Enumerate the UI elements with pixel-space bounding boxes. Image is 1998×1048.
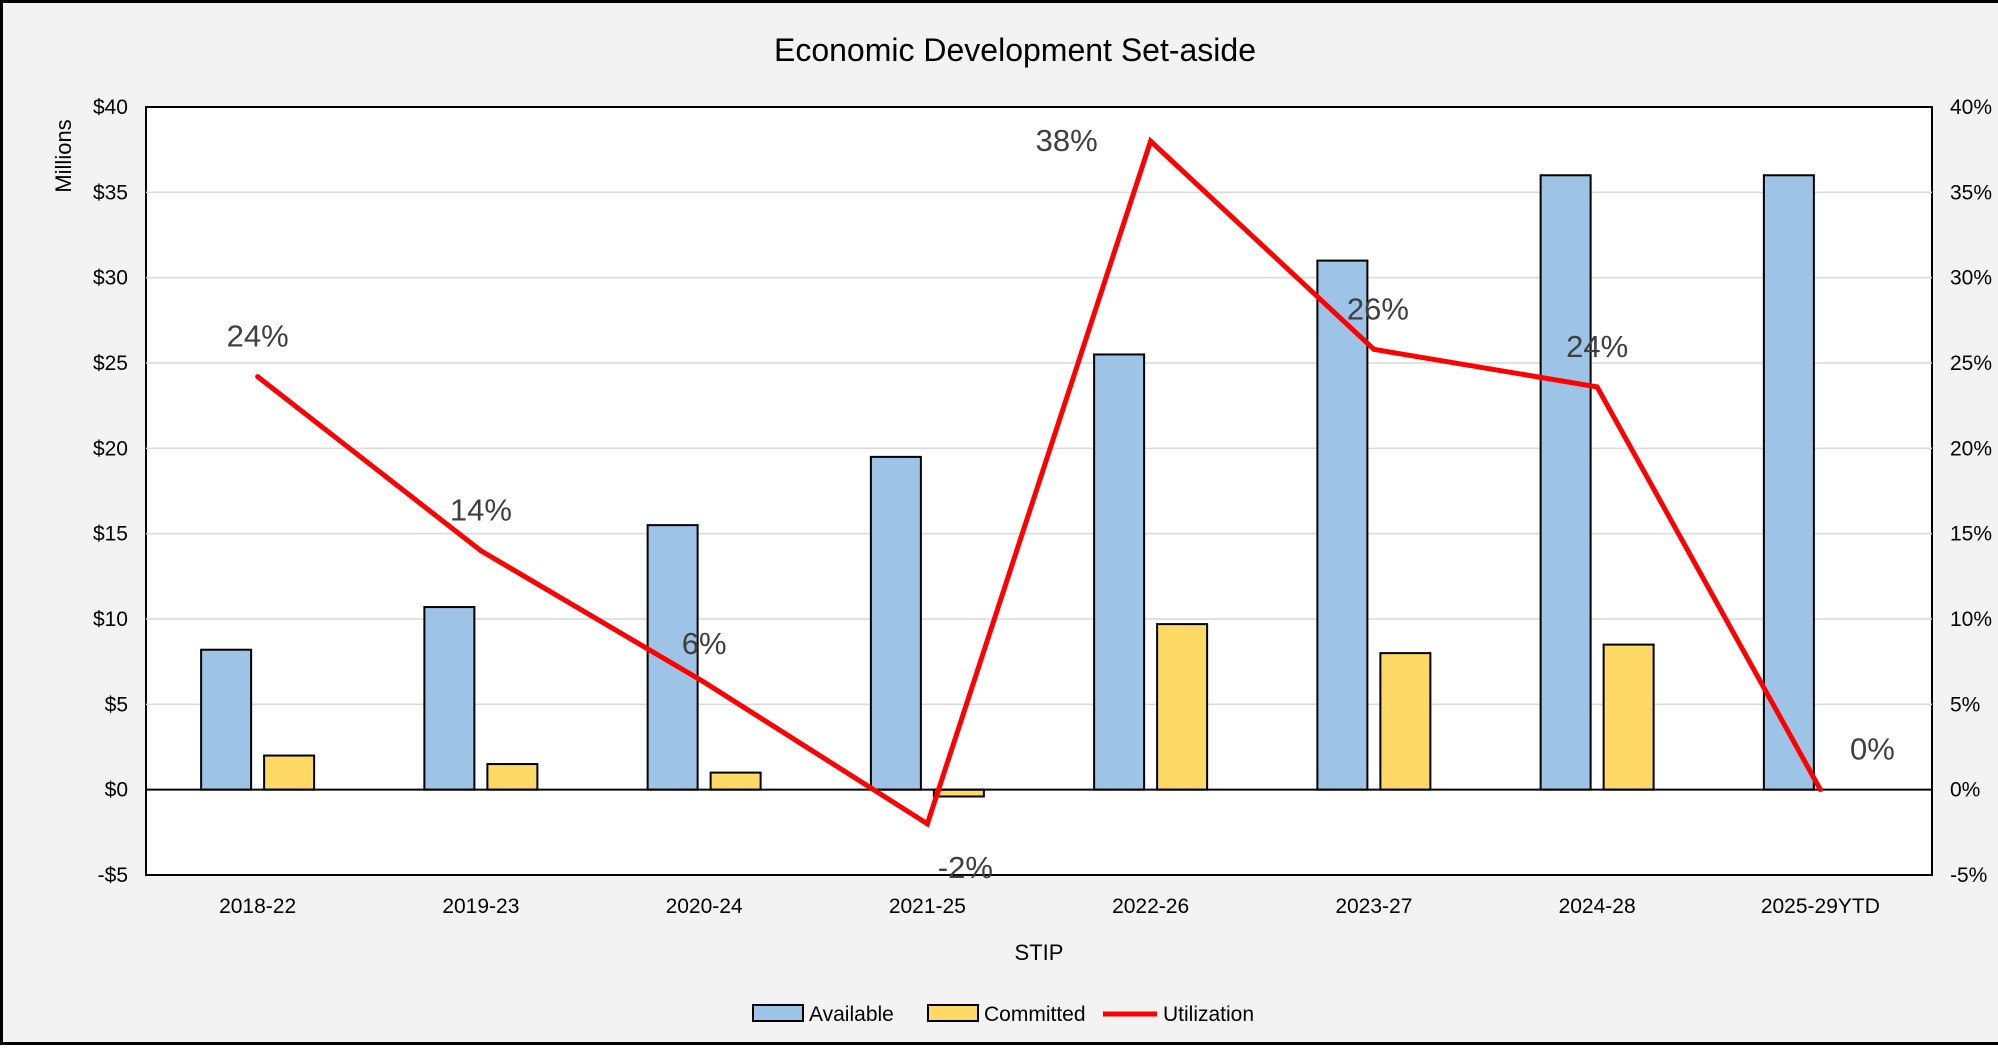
y2-tick-label: 40%: [1950, 96, 1992, 119]
utilization-data-label: 6%: [682, 626, 727, 661]
y-tick-label: $25: [93, 352, 128, 375]
utilization-series: [255, 136, 1823, 828]
committed-bar: [1156, 623, 1209, 791]
committed-bar: [1379, 652, 1432, 791]
available-bar: [646, 524, 699, 791]
legend-swatch-available: [752, 1004, 804, 1022]
y-tick-label: $35: [93, 181, 128, 204]
y2-tick-label: 20%: [1950, 437, 1992, 460]
available-bar: [423, 606, 476, 791]
utilization-point: [1371, 346, 1377, 352]
legend-label-utilization: Utilization: [1163, 1003, 1254, 1026]
utilization-point: [1817, 787, 1823, 793]
y2-tick-label: -5%: [1950, 864, 1987, 887]
utilization-point: [1594, 384, 1600, 390]
committed-bar: [1602, 643, 1655, 791]
available-bar: [1539, 174, 1592, 791]
utilization-data-label: 0%: [1850, 732, 1895, 767]
y-tick-label: $40: [93, 96, 128, 119]
bars: [200, 174, 1815, 798]
y-axis-title: Millions: [51, 119, 76, 192]
y2-tick-label: 35%: [1950, 181, 1992, 204]
left-axis-ticks: -$5 $0 $5 $10 $15 $20 $25 $30 $35 $40: [93, 96, 128, 887]
data-labels: 24% 14% 6% -2% 38% 26% 24% 0%: [227, 123, 1895, 885]
utilization-chart: Economic Development Set-aside 24% 14% 6% -…: [51, 32, 1992, 1026]
y2-tick-label: 0%: [1950, 779, 1980, 802]
available-bar: [200, 648, 253, 791]
legend-swatch-committed: [927, 1004, 979, 1022]
utilization-point: [701, 679, 707, 685]
y2-tick-label: 30%: [1950, 267, 1992, 290]
utilization-data-label: -2%: [938, 850, 993, 885]
x-axis-title: STIP: [1015, 940, 1064, 965]
legend-label-committed: Committed: [984, 1003, 1086, 1026]
y-tick-label: -$5: [98, 864, 128, 887]
y2-tick-label: 25%: [1950, 352, 1992, 375]
plot-area: [145, 106, 1933, 876]
x-tick-label: 2021-25: [889, 895, 966, 918]
y-tick-label: $0: [105, 779, 128, 802]
utilization-data-label: 24%: [1566, 329, 1628, 364]
utilization-data-label: 38%: [1036, 123, 1098, 158]
utilization-point: [924, 821, 930, 827]
available-bar: [1093, 353, 1146, 791]
x-tick-label: 2024-28: [1559, 895, 1636, 918]
chart-title: Economic Development Set-aside: [774, 32, 1256, 68]
available-bar: [869, 455, 922, 791]
available-bar: [1316, 259, 1369, 791]
x-tick-label: 2020-24: [666, 895, 743, 918]
x-tick-label: 2023-27: [1335, 895, 1412, 918]
x-tick-label: 2018-22: [219, 895, 296, 918]
x-tick-label: 2019-23: [442, 895, 519, 918]
utilization-line: [256, 136, 1823, 828]
y-tick-label: $20: [93, 437, 128, 460]
legend: Available Committed Utilization: [752, 1003, 1254, 1026]
utilization-data-label: 14%: [450, 493, 512, 528]
y-tick-label: $15: [93, 523, 128, 546]
y-tick-label: $5: [105, 693, 128, 716]
y2-tick-label: 10%: [1950, 608, 1992, 631]
utilization-point: [478, 548, 484, 554]
x-axis-ticks: 2018-22 2019-23 2020-24 2021-25 2022-26 2023-…: [219, 895, 1880, 918]
committed-bar: [263, 754, 316, 791]
y2-tick-label: 15%: [1950, 523, 1992, 546]
y2-tick-label: 5%: [1950, 693, 1980, 716]
available-bar: [1762, 174, 1815, 791]
y-tick-label: $30: [93, 267, 128, 290]
y-tick-label: $10: [93, 608, 128, 631]
right-axis-ticks: -5% 0% 5% 10% 15% 20% 25% 30% 35% 40%: [1950, 96, 1992, 887]
utilization-data-label: 24%: [227, 319, 289, 354]
legend-label-available: Available: [809, 1003, 894, 1026]
utilization-data-label: 26%: [1347, 291, 1409, 326]
committed-bar: [486, 763, 539, 791]
x-tick-label: 2022-26: [1112, 895, 1189, 918]
utilization-point: [1148, 138, 1154, 144]
utilization-point: [255, 374, 261, 380]
committed-bar: [709, 771, 762, 791]
x-tick-label: 2025-29YTD: [1761, 895, 1880, 918]
committed-bar: [932, 788, 985, 798]
